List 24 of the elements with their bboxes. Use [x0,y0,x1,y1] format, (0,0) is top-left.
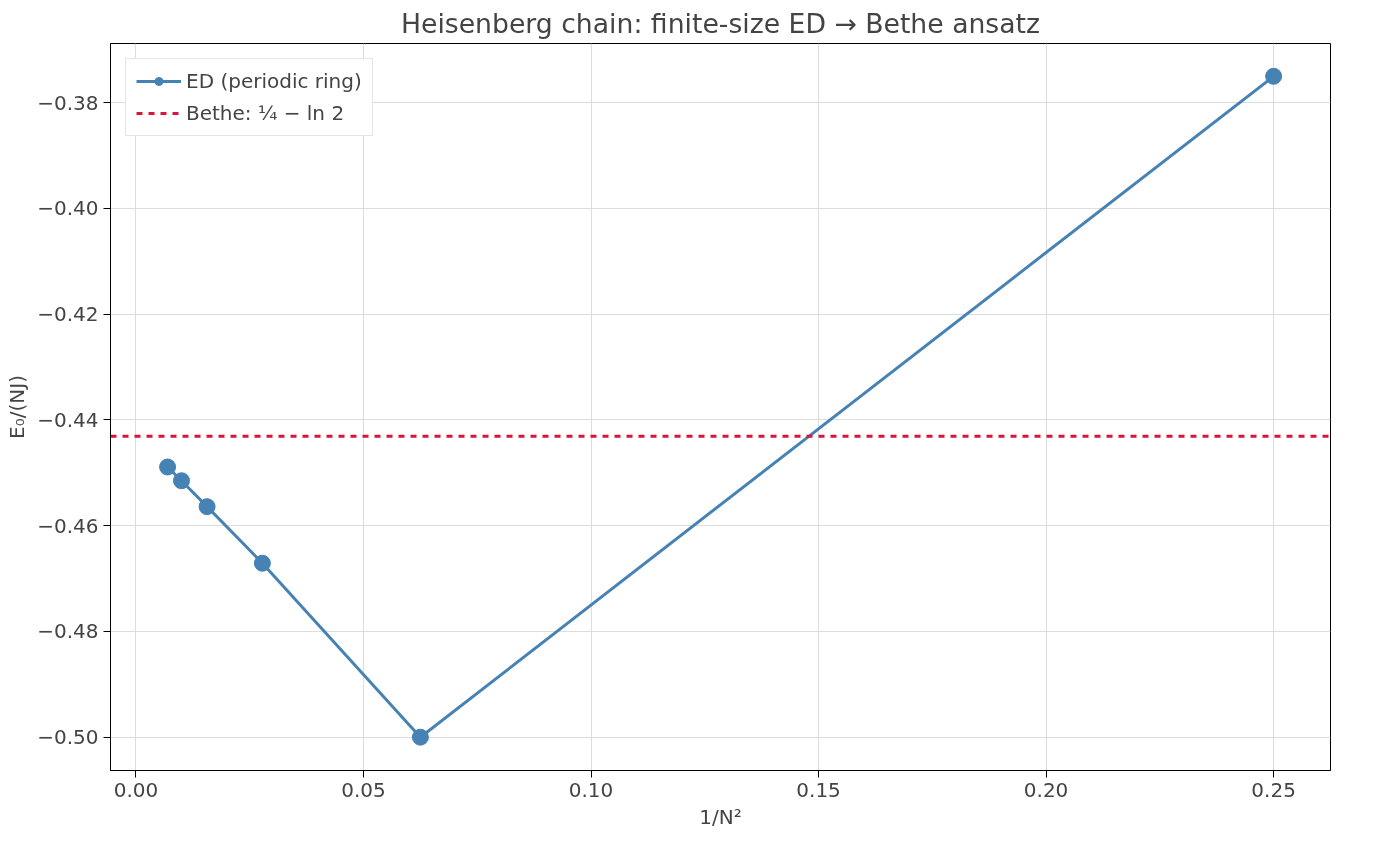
legend-label: ED (periodic ring) [186,69,362,93]
y-tick-label: −0.50 [37,725,99,750]
x-tick-label: 0.25 [1251,777,1296,802]
y-axis-title: E₀/(NJ) [5,375,30,439]
x-tick-label: 0.05 [341,777,386,802]
y-tick-label: −0.40 [37,196,99,221]
point [172,472,190,490]
point [253,554,271,572]
y-tick-label: −0.46 [37,513,99,538]
y-tick-label: −0.44 [37,407,99,432]
y-tick-label: −0.48 [37,619,99,644]
x-tick-label: 0.15 [796,777,841,802]
x-tick-label: 0.10 [568,777,614,802]
point [411,728,429,746]
x-tick-label: 0.00 [113,777,159,802]
x-tick-label: 0.20 [1023,777,1069,802]
legend-label: Bethe: ¼ − ln 2 [186,101,345,125]
point [159,458,177,476]
chart-title: Heisenberg chain: finite-size ED → Bethe ansatz [400,7,1041,39]
point [1265,67,1283,85]
y-tick-label: −0.42 [37,302,99,327]
x-axis-title: 1/N² [699,804,742,829]
point [198,498,216,516]
y-tick-label: −0.38 [37,90,99,115]
